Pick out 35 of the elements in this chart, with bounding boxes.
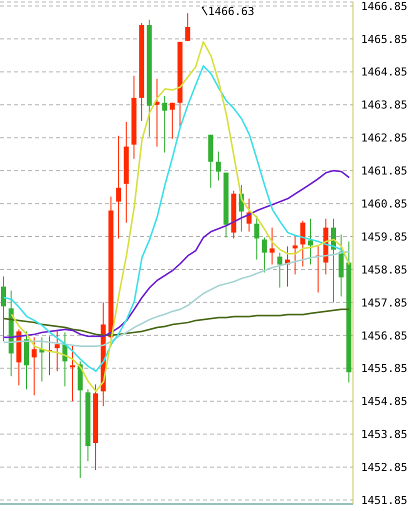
line-series xyxy=(3,308,350,336)
y-tick-label: 1465.85 xyxy=(361,32,408,46)
candlestick xyxy=(32,336,37,396)
y-tick-label: 1451.85 xyxy=(361,494,408,507)
y-tick-label: 1463.85 xyxy=(361,98,408,112)
y-tick-label: 1454.85 xyxy=(361,395,408,408)
y-tick-label: 1456.85 xyxy=(361,329,408,342)
candlestick xyxy=(270,227,275,266)
y-tick-label: 1452.85 xyxy=(361,461,408,474)
candlestick xyxy=(70,344,76,402)
y-tick-label: 1466.85 xyxy=(361,0,408,13)
candlestick xyxy=(292,236,298,275)
y-tick-label: 1464.85 xyxy=(361,66,408,79)
y-tick-label: 1455.85 xyxy=(361,362,408,376)
candlestick xyxy=(216,151,221,182)
y-tick-label: 1453.85 xyxy=(361,428,408,442)
candlestick xyxy=(185,12,190,42)
candlestick xyxy=(277,252,282,288)
candlestick xyxy=(116,135,122,240)
candlestick xyxy=(300,220,306,268)
candlestick xyxy=(1,276,6,342)
y-tick-label: 1457.85 xyxy=(361,296,408,310)
candlestick xyxy=(254,215,260,260)
candlestick xyxy=(262,237,267,273)
y-tick-label: 1462.85 xyxy=(361,132,408,145)
candlestick xyxy=(54,330,60,372)
line-series xyxy=(3,170,350,338)
candlestick xyxy=(308,218,313,266)
candlestick xyxy=(162,95,168,154)
annotation: 1466.63 xyxy=(208,5,254,18)
y-tick-label: 1461.85 xyxy=(361,164,408,178)
y-tick-label: 1460.85 xyxy=(361,197,408,210)
y-tick-label: 1459.85 xyxy=(361,230,408,244)
y-tick-label: 1458.85 xyxy=(361,263,408,276)
candlestick xyxy=(170,102,175,140)
